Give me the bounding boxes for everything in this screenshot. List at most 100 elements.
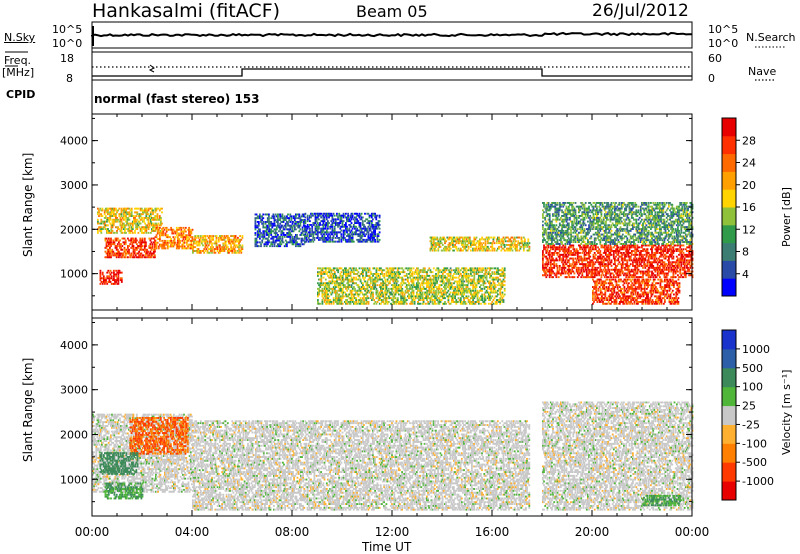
echo-cell bbox=[188, 238, 190, 240]
echo-cell bbox=[302, 230, 305, 233]
echo-cell bbox=[152, 217, 154, 219]
echo-cell bbox=[137, 246, 139, 249]
echo-cell bbox=[302, 215, 305, 218]
echo-cell bbox=[107, 237, 110, 240]
echo-cell bbox=[485, 286, 488, 288]
echo-cell bbox=[355, 231, 357, 234]
echo-cell bbox=[427, 302, 429, 305]
echo-cell bbox=[500, 280, 503, 283]
echo-cell bbox=[151, 217, 153, 219]
echo-cell bbox=[332, 299, 335, 301]
echo-cell bbox=[400, 267, 402, 270]
echo-cell bbox=[398, 276, 400, 279]
echo-cell bbox=[558, 248, 561, 251]
echo-cell bbox=[268, 235, 270, 238]
echo-cell bbox=[103, 220, 106, 223]
echo-cell bbox=[383, 302, 386, 305]
echo-cell bbox=[380, 273, 382, 275]
echo-cell bbox=[473, 244, 476, 246]
echo-cell bbox=[262, 232, 265, 234]
echo-cell bbox=[581, 259, 584, 262]
echo-cell bbox=[235, 251, 238, 254]
echo-cell bbox=[359, 227, 362, 230]
echo-cell bbox=[500, 269, 503, 272]
echo-cell bbox=[450, 299, 453, 301]
echo-cell bbox=[299, 228, 302, 231]
echo-cell bbox=[188, 232, 190, 235]
echo-cell bbox=[329, 282, 332, 285]
echo-cell bbox=[262, 217, 265, 220]
echo-cell bbox=[392, 267, 395, 270]
echo-cell bbox=[128, 211, 131, 214]
echo-cell bbox=[493, 249, 496, 252]
echo-cell bbox=[501, 299, 504, 301]
echo-cell bbox=[466, 269, 469, 272]
echo-cell bbox=[225, 248, 228, 250]
echo-cell bbox=[567, 248, 570, 251]
echo-cell bbox=[455, 240, 458, 243]
echo-cell bbox=[340, 295, 343, 298]
echo-cell bbox=[107, 241, 110, 244]
echo-cell bbox=[286, 215, 288, 218]
echo-cell bbox=[172, 241, 175, 244]
echo-cell bbox=[435, 276, 437, 279]
echo-cell bbox=[429, 286, 432, 288]
echo-cell bbox=[318, 291, 320, 294]
power-echoes-region-4 bbox=[192, 235, 244, 254]
echo-cell bbox=[257, 217, 260, 220]
echo-cell bbox=[269, 230, 271, 233]
echo-cell bbox=[160, 218, 162, 221]
echo-cell bbox=[314, 218, 317, 221]
echo-cell bbox=[473, 242, 476, 245]
echo-cell bbox=[121, 209, 124, 212]
echo-cell bbox=[438, 302, 441, 305]
echo-cell bbox=[452, 276, 454, 279]
echo-cell bbox=[273, 221, 276, 223]
echo-cell bbox=[342, 231, 345, 234]
echo-cell bbox=[284, 222, 287, 225]
echo-cell bbox=[435, 293, 437, 296]
echo-cell bbox=[315, 220, 318, 223]
echo-cell bbox=[461, 276, 463, 279]
echo-cell bbox=[458, 240, 461, 243]
echo-cell bbox=[107, 218, 109, 221]
echo-cell bbox=[265, 213, 268, 216]
echo-cell bbox=[430, 297, 433, 300]
echo-cell bbox=[493, 267, 496, 270]
echo-cell bbox=[141, 256, 144, 259]
echo-cell bbox=[108, 217, 111, 219]
echo-cell bbox=[336, 280, 338, 283]
echo-cell bbox=[436, 280, 438, 283]
echo-cell bbox=[147, 218, 150, 221]
echo-cell bbox=[151, 237, 154, 240]
echo-cell bbox=[204, 242, 207, 245]
echo-cell bbox=[107, 254, 110, 257]
echo-cell bbox=[510, 247, 513, 250]
echo-cell bbox=[366, 284, 369, 287]
echo-cell bbox=[484, 273, 487, 275]
echo-cell bbox=[261, 217, 264, 220]
echo-cell bbox=[142, 211, 144, 214]
echo-cell bbox=[286, 235, 288, 238]
echo-cell bbox=[453, 301, 455, 303]
echo-cell bbox=[230, 240, 232, 243]
echo-cell bbox=[254, 245, 257, 248]
echo-cell bbox=[405, 291, 408, 294]
echo-cell bbox=[402, 271, 405, 274]
echo-cell bbox=[461, 301, 463, 303]
echo-cell bbox=[447, 284, 450, 287]
echo-cell bbox=[448, 245, 451, 248]
echo-cell bbox=[567, 268, 570, 271]
echo-cell bbox=[233, 238, 236, 241]
echo-cell bbox=[115, 207, 117, 210]
echo-cell bbox=[121, 237, 124, 240]
echo-cell bbox=[549, 263, 552, 266]
echo-cell bbox=[421, 297, 424, 300]
echo-cell bbox=[360, 301, 363, 303]
echo-cell bbox=[422, 267, 425, 270]
echo-cell bbox=[151, 254, 154, 257]
echo-cell bbox=[574, 253, 577, 256]
echo-cell bbox=[140, 230, 143, 232]
echo-cell bbox=[480, 247, 482, 250]
echo-cell bbox=[366, 274, 369, 277]
